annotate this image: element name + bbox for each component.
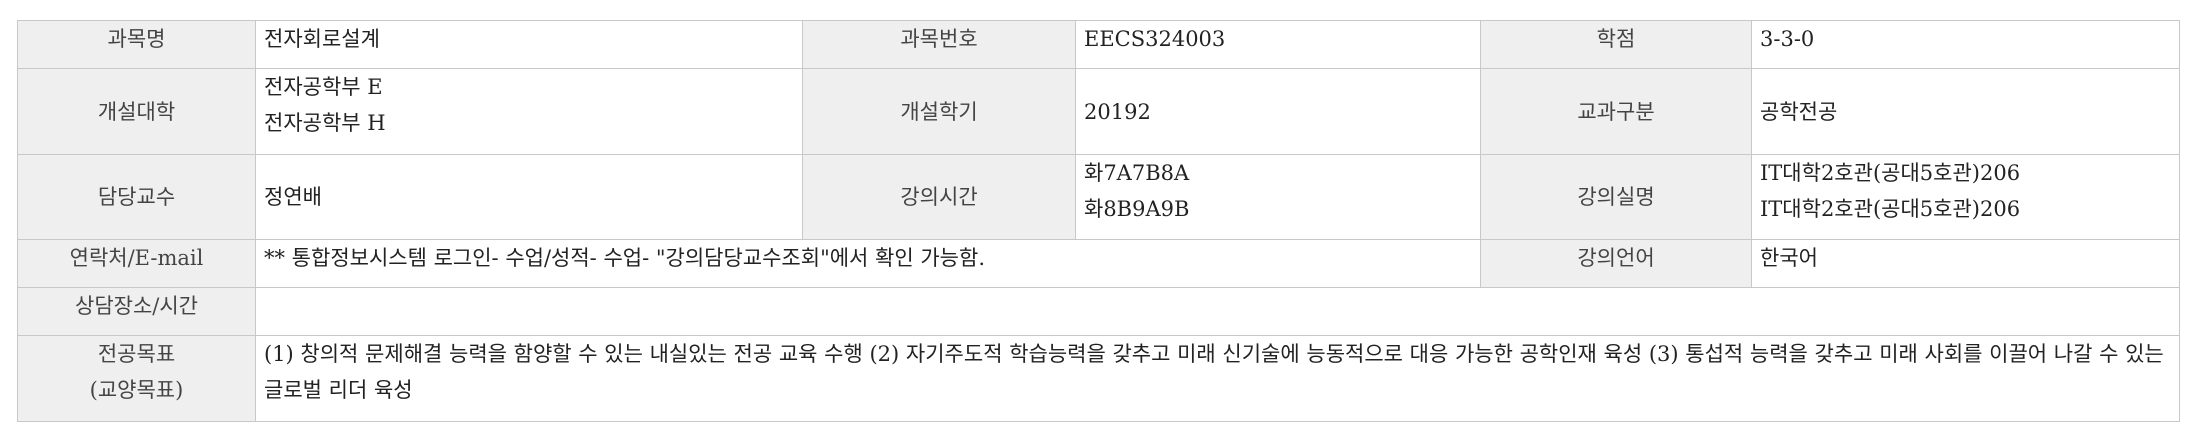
language-value: 한국어 <box>1751 239 2180 288</box>
language-label: 강의언어 <box>1480 239 1752 288</box>
lecture-time-line: 화7A7B8A <box>1084 161 1190 185</box>
goals-label: 전공목표 (교양목표) <box>17 335 256 422</box>
lecture-room-line: IT대학2호관(공대5호관)206 <box>1760 197 2021 221</box>
goals-label-line: 전공목표 <box>97 342 176 366</box>
college-line: 전자공학부 E <box>264 75 383 99</box>
category-label: 교과구분 <box>1480 68 1752 155</box>
table-row: 상담장소/시간 <box>17 287 2180 336</box>
course-info-table: 과목명 전자회로설계 과목번호 EECS324003 학점 3-3-0 개설대학… <box>17 20 2180 422</box>
lecture-room-value: IT대학2호관(공대5호관)206 IT대학2호관(공대5호관)206 <box>1751 154 2180 240</box>
table-row: 연락처/E-mail ** 통합정보시스템 로그인- 수업/성적- 수업- "강… <box>17 239 2180 288</box>
semester-label: 개설학기 <box>802 68 1076 155</box>
table-row: 과목명 전자회로설계 과목번호 EECS324003 학점 3-3-0 <box>17 20 2180 69</box>
consult-label: 상담장소/시간 <box>17 287 256 336</box>
lecture-time-value: 화7A7B8A 화8B9A9B <box>1075 154 1481 240</box>
table-row: 담당교수 정연배 강의시간 화7A7B8A 화8B9A9B 강의실명 IT대학2… <box>17 154 2180 240</box>
table-row: 전공목표 (교양목표) (1) 창의적 문제해결 능력을 함양할 수 있는 내실… <box>17 335 2180 422</box>
college-label: 개설대학 <box>17 68 256 155</box>
consult-value <box>255 287 2180 336</box>
contact-value: ** 통합정보시스템 로그인- 수업/성적- 수업- "강의담당교수조회"에서 … <box>255 239 1481 288</box>
credits-value: 3-3-0 <box>1751 20 2180 69</box>
table-row: 개설대학 전자공학부 E 전자공학부 H 개설학기 20192 교과구분 공학전… <box>17 68 2180 155</box>
college-value: 전자공학부 E 전자공학부 H <box>255 68 803 155</box>
goals-value: (1) 창의적 문제해결 능력을 함양할 수 있는 내실있는 전공 교육 수행 … <box>255 335 2180 422</box>
lecture-time-label: 강의시간 <box>802 154 1076 240</box>
course-number-value: EECS324003 <box>1075 20 1481 69</box>
lecture-room-label: 강의실명 <box>1480 154 1752 240</box>
course-info-panel: 과목명 전자회로설계 과목번호 EECS324003 학점 3-3-0 개설대학… <box>17 20 2180 422</box>
course-name-value: 전자회로설계 <box>255 20 803 69</box>
semester-value: 20192 <box>1075 68 1481 155</box>
category-value: 공학전공 <box>1751 68 2180 155</box>
contact-label: 연락처/E-mail <box>17 239 256 288</box>
lecture-time-line: 화8B9A9B <box>1084 197 1190 221</box>
goals-label-line: (교양목표) <box>89 378 184 402</box>
course-name-label: 과목명 <box>17 20 256 69</box>
college-line: 전자공학부 H <box>264 111 386 135</box>
course-number-label: 과목번호 <box>802 20 1076 69</box>
professor-value: 정연배 <box>255 154 803 240</box>
lecture-room-line: IT대학2호관(공대5호관)206 <box>1760 161 2021 185</box>
credits-label: 학점 <box>1480 20 1752 69</box>
professor-label: 담당교수 <box>17 154 256 240</box>
